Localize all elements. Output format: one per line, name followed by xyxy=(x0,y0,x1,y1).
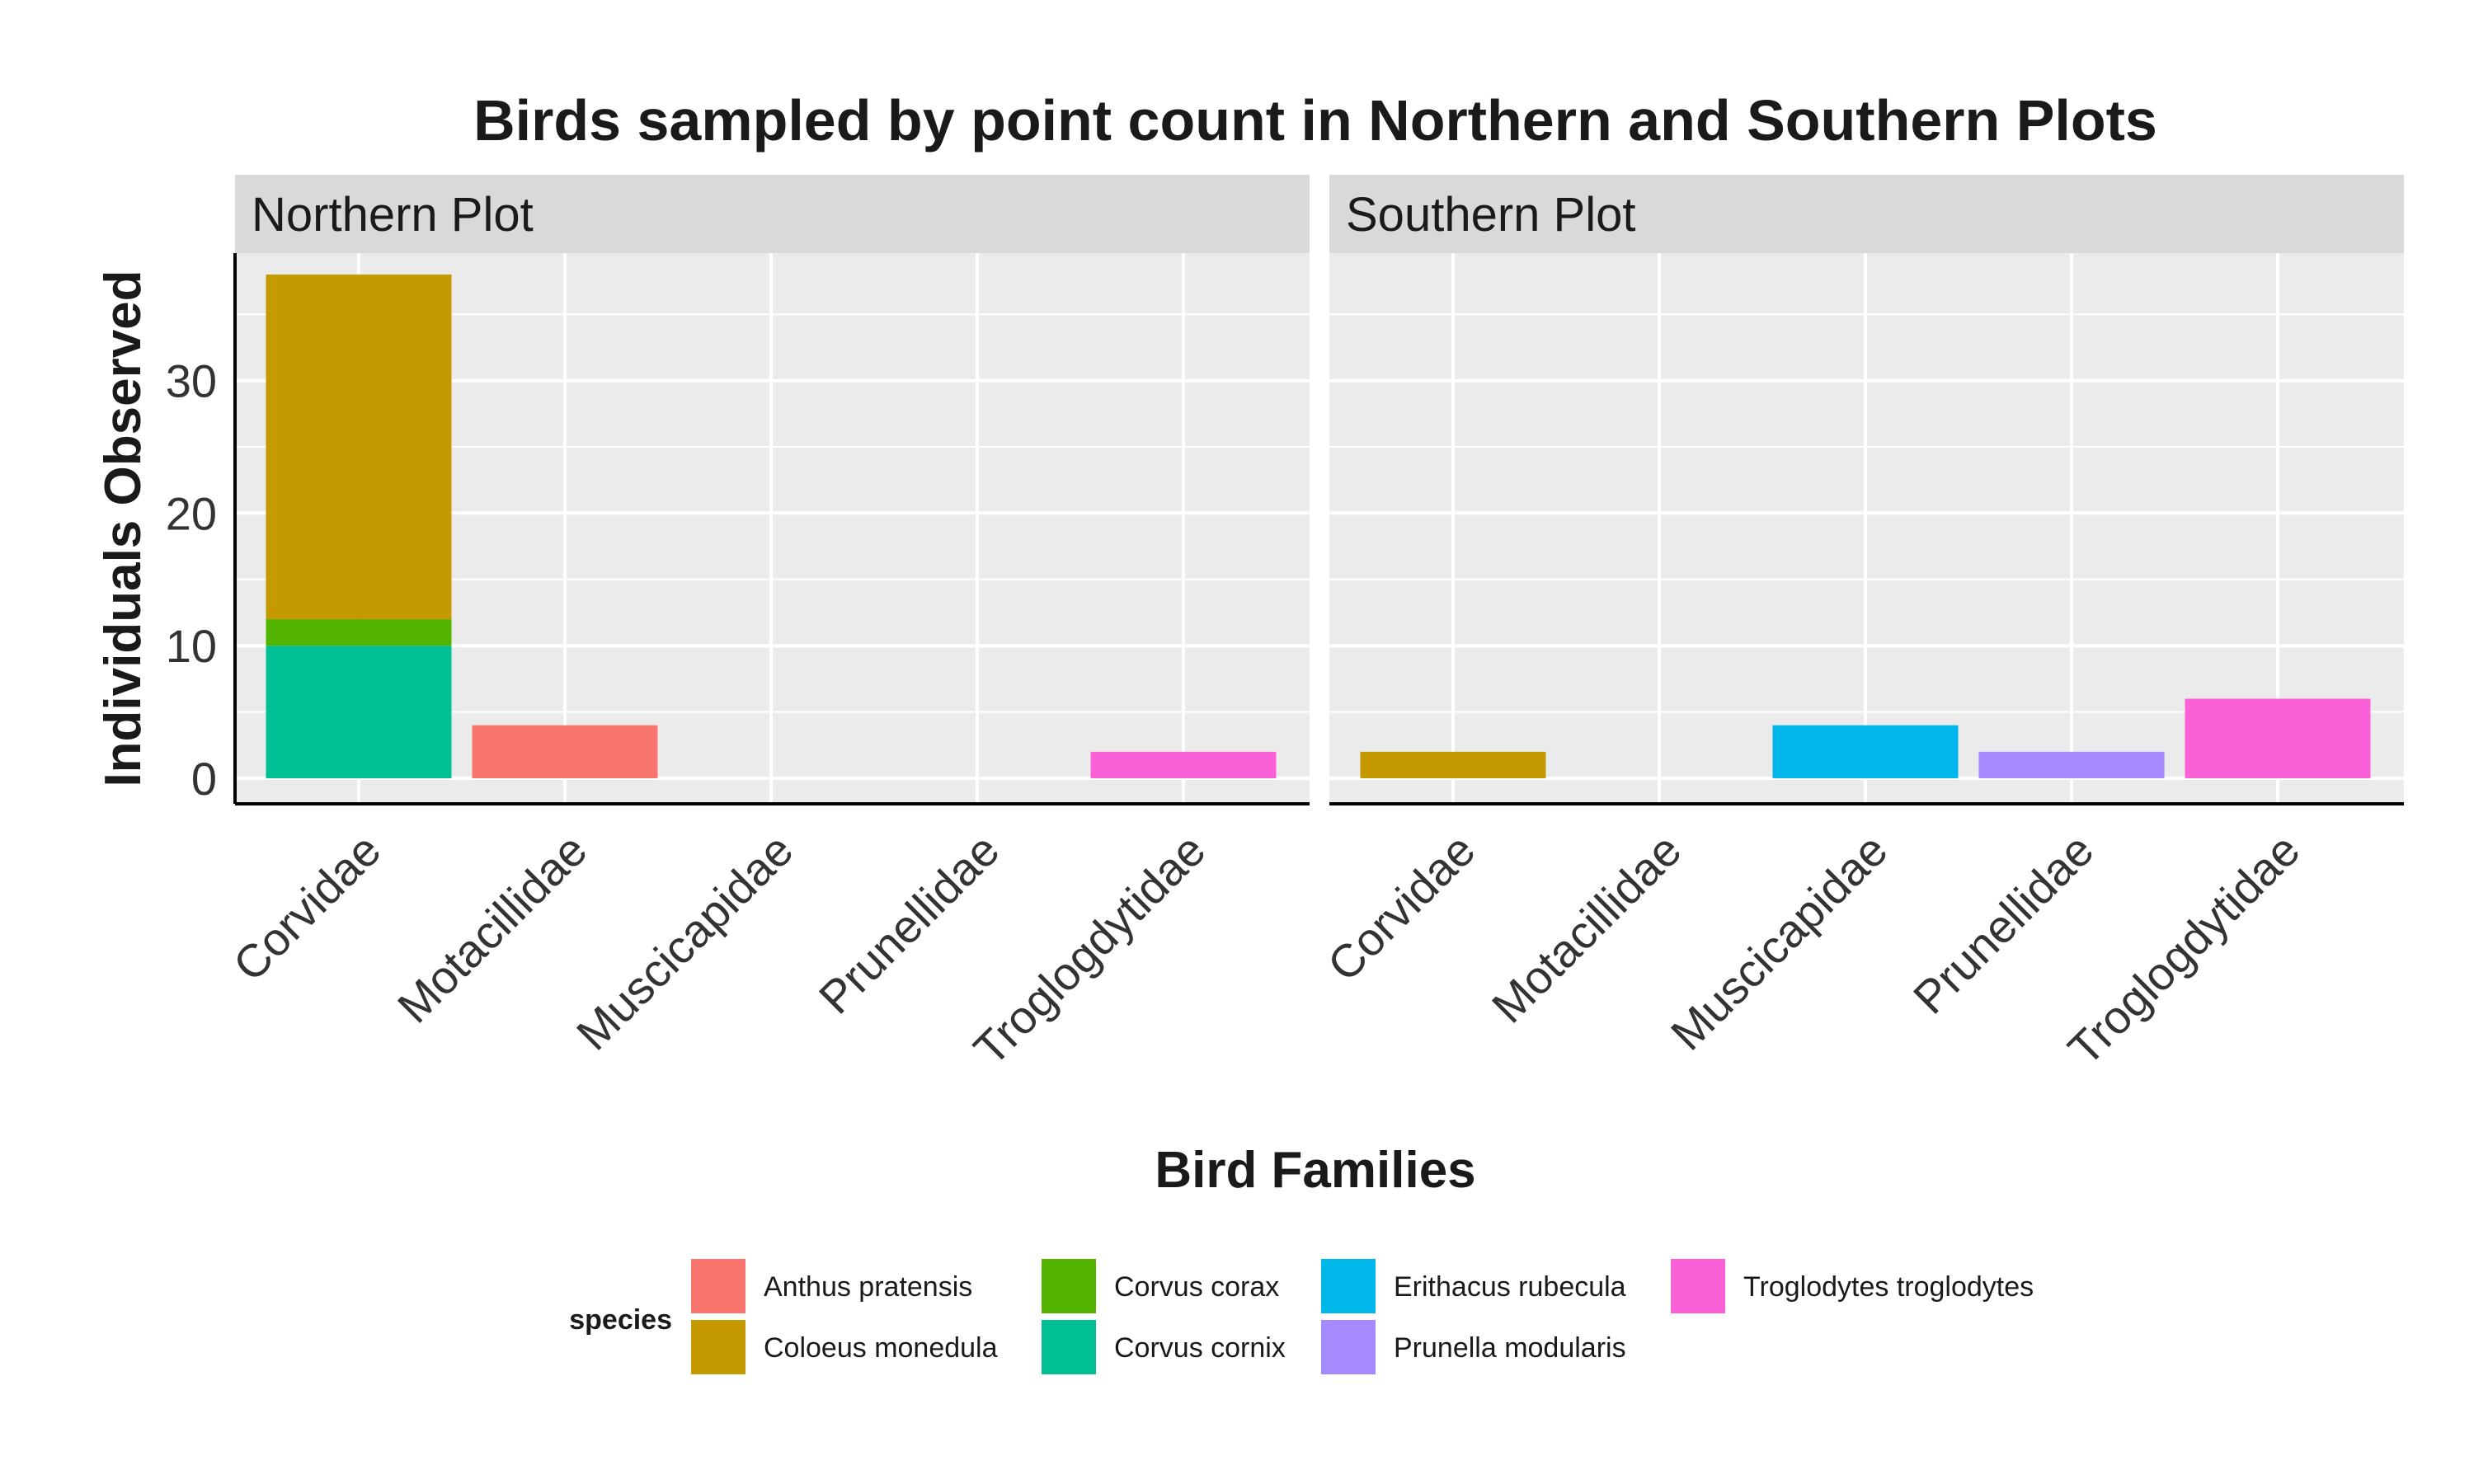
legend-swatch xyxy=(1042,1259,1096,1313)
bar-segment xyxy=(1360,751,1546,778)
bar-segment xyxy=(1978,751,2165,778)
legend-label: Anthus pratensis xyxy=(764,1271,972,1303)
legend-swatch xyxy=(1321,1259,1376,1313)
bar-segment xyxy=(266,619,452,646)
legend-swatch xyxy=(1042,1320,1096,1374)
x-tick-label: Muscicapidae xyxy=(567,824,803,1060)
facet-panels: Northern Plot0102030CorvidaeMotacillidae… xyxy=(166,175,2404,1075)
legend-swatch xyxy=(1321,1320,1376,1374)
legend-label: Corvus cornix xyxy=(1114,1332,1286,1364)
x-tick-label: Motacillidae xyxy=(388,824,597,1033)
bar-segment xyxy=(266,646,452,778)
x-tick-label: Corvidae xyxy=(223,824,390,991)
y-tick-label: 20 xyxy=(166,487,217,539)
legend-swatch xyxy=(691,1259,745,1313)
x-tick-label: Corvidae xyxy=(1317,824,1484,991)
y-axis-title: Individuals Observed xyxy=(95,270,152,787)
facet-strip xyxy=(235,175,1310,253)
y-tick-label: 0 xyxy=(191,753,217,805)
bar-segment xyxy=(266,274,452,620)
legend-label: Corvus corax xyxy=(1114,1271,1279,1303)
legend-swatch xyxy=(691,1320,745,1374)
legend-label: Coloeus monedula xyxy=(764,1332,998,1364)
y-tick-label: 30 xyxy=(166,355,217,407)
x-tick-label: Muscicapidae xyxy=(1661,824,1898,1060)
legend-title: species xyxy=(569,1304,672,1336)
chart-title: Birds sampled by point count in Northern… xyxy=(473,88,2157,153)
bar-segment xyxy=(2185,698,2371,778)
legend-label: Erithacus rubecula xyxy=(1394,1271,1626,1303)
legend: species Anthus pratensis Coloeus monedula… xyxy=(569,1259,2034,1374)
x-tick-label: Prunellidae xyxy=(1903,824,2104,1024)
x-tick-label: Motacillidae xyxy=(1482,824,1691,1033)
bar-segment xyxy=(1772,725,1959,778)
legend-label: Prunella modularis xyxy=(1394,1332,1626,1364)
y-tick-label: 10 xyxy=(166,620,217,672)
x-tick-label: Prunellidae xyxy=(809,824,1009,1024)
facet-panel: Northern Plot 0 10 20 30 CorvidaeMotacillidae… xyxy=(166,175,1310,1075)
facet-strip-label: Southern Plot xyxy=(1346,188,1635,242)
legend-swatch xyxy=(1671,1259,1725,1313)
facet-strip xyxy=(1329,175,2404,253)
bar-segment xyxy=(1090,751,1277,778)
bar-segment xyxy=(472,725,658,778)
facet-strip-label: Northern Plot xyxy=(252,188,534,242)
x-axis-title: Bird Families xyxy=(1155,1142,1475,1199)
legend-label: Troglodytes troglodytes xyxy=(1743,1271,2034,1303)
facet-panel: Southern Plot CorvidaeMotacillidaeMuscica… xyxy=(1317,175,2404,1075)
